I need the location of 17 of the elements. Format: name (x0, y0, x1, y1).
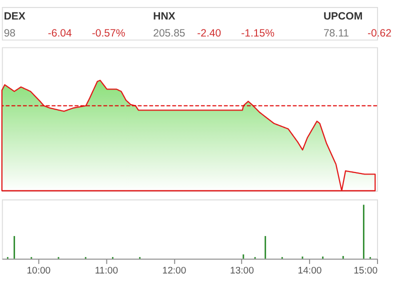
text: -2.40 (197, 28, 222, 40)
text: -0.62 (367, 28, 392, 40)
x-tick-label: 13:00 (230, 266, 254, 277)
x-tick-label: 15:00 (354, 266, 378, 277)
x-tick-label: 11:00 (94, 266, 118, 277)
text: -0.57% (92, 28, 126, 40)
text: UPCOM (323, 10, 363, 22)
text: HNX (153, 10, 176, 22)
text: DEX (4, 10, 26, 22)
x-tick-label: 12:00 (162, 266, 186, 277)
x-tick-label: 14:00 (298, 266, 322, 277)
x-tick-label: 10:00 (26, 266, 51, 277)
text: 205.85 (153, 28, 186, 40)
text: -1.15% (241, 28, 274, 40)
text: 98 (4, 28, 16, 40)
text: -6.04 (48, 28, 72, 40)
text: 78.11 (323, 28, 350, 40)
